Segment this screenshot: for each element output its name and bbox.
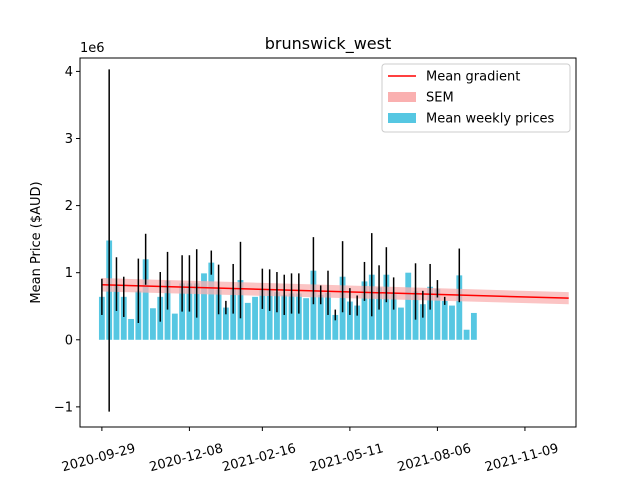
bar <box>274 292 280 340</box>
x-tick-label: 2021-05-11 <box>308 441 385 475</box>
errorbar-series <box>101 69 461 412</box>
bar <box>310 270 317 340</box>
legend: Mean gradient SEM Mean weekly prices <box>381 63 571 133</box>
bar <box>164 280 171 340</box>
bar <box>376 287 382 340</box>
bar <box>303 298 310 340</box>
bar <box>427 286 434 340</box>
legend-box <box>381 63 571 133</box>
bar <box>113 284 120 340</box>
bar <box>201 273 207 340</box>
y-tick-label: −1 <box>54 400 73 415</box>
bar <box>332 314 339 340</box>
legend-swatch-sem <box>388 92 416 102</box>
bar <box>120 296 127 340</box>
y-tick-label: 0 <box>65 333 73 348</box>
bar <box>354 305 361 340</box>
legend-label: Mean gradient <box>426 70 520 85</box>
bar <box>383 274 390 340</box>
bar <box>317 294 324 340</box>
bar <box>215 289 222 340</box>
chart-title: brunswick_west <box>265 34 391 54</box>
bar <box>390 293 397 340</box>
bar <box>186 283 193 340</box>
y-tick-label: 3 <box>65 132 73 147</box>
bar <box>434 288 441 340</box>
bar <box>325 292 331 340</box>
bar <box>361 281 368 340</box>
bar <box>441 300 448 340</box>
y-tick-label: 4 <box>65 65 73 80</box>
bar <box>171 313 178 340</box>
bar <box>259 288 266 340</box>
x-tick-label: 2021-11-09 <box>483 441 560 475</box>
bar <box>449 305 455 340</box>
bar <box>419 304 426 340</box>
bar <box>346 301 353 340</box>
legend-label: SEM <box>426 91 454 106</box>
bar <box>208 262 215 340</box>
bar <box>463 329 470 340</box>
x-tick-label: 2020-09-29 <box>60 441 137 475</box>
bar <box>398 307 404 340</box>
bar <box>405 272 412 340</box>
x-tick-label: 2021-02-16 <box>221 441 298 475</box>
y-tick-label: 2 <box>65 199 73 214</box>
bar <box>295 293 302 340</box>
bar <box>128 318 134 340</box>
bar <box>179 283 186 340</box>
bar <box>266 290 273 340</box>
bar <box>230 288 237 340</box>
gradient-line <box>101 284 569 299</box>
y-tick-label: 1 <box>65 266 73 281</box>
bar <box>98 296 105 340</box>
y-offset-text: 1e6 <box>80 41 105 56</box>
bar <box>150 308 156 340</box>
bar <box>244 302 251 340</box>
bar <box>281 294 288 340</box>
x-tick-label: 2021-08-06 <box>396 441 473 475</box>
bar <box>222 307 229 340</box>
y-axis-label: Mean Price ($AUD) <box>29 181 44 303</box>
bar <box>470 312 477 340</box>
bar <box>288 293 295 340</box>
plot-frame <box>79 57 577 428</box>
legend-swatch-bars <box>388 113 416 123</box>
bar <box>142 259 149 340</box>
x-tick-label: 2020-12-08 <box>148 441 225 475</box>
bar <box>252 296 258 340</box>
bar <box>456 275 463 340</box>
legend-label: Mean weekly prices <box>426 112 555 127</box>
